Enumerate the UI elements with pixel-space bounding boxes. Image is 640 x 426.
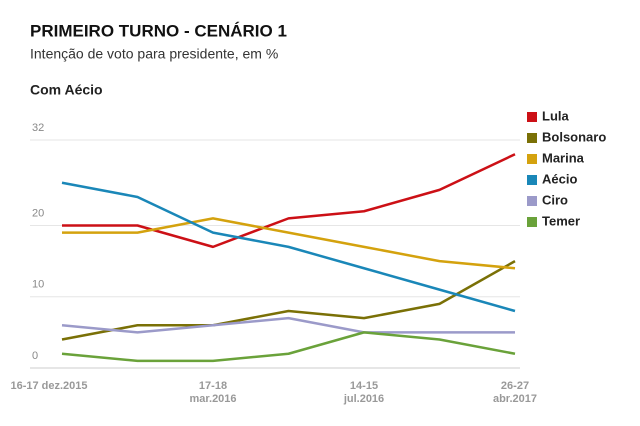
legend-label: Ciro bbox=[542, 192, 568, 207]
legend-label: Aécio bbox=[542, 171, 577, 186]
series-line bbox=[61, 260, 516, 341]
y-tick-label: 20 bbox=[32, 207, 44, 219]
chart-subtitle: Intenção de voto para presidente, em % bbox=[30, 46, 278, 62]
y-tick-label: 32 bbox=[32, 122, 44, 134]
y-tick-label: 10 bbox=[32, 279, 44, 291]
series-line bbox=[62, 153, 516, 249]
legend-label: Temer bbox=[542, 213, 580, 228]
legend-swatch bbox=[527, 112, 537, 122]
series-line bbox=[61, 181, 516, 313]
series-line bbox=[62, 217, 516, 270]
x-tick-label: 14-15 jul.2016 bbox=[343, 380, 385, 405]
x-tick-label: 16-17 dez.2015 bbox=[10, 380, 88, 392]
legend-swatch bbox=[527, 175, 537, 185]
legend-label: Bolsonaro bbox=[542, 129, 606, 144]
x-tick-label: 17-18 mar.2016 bbox=[189, 380, 237, 405]
section-label: Com Aécio bbox=[30, 82, 103, 98]
legend-label: Marina bbox=[542, 150, 585, 165]
legend-swatch bbox=[527, 133, 537, 143]
chart-title: PRIMEIRO TURNO - CENÁRIO 1 bbox=[30, 21, 287, 40]
x-tick-label: 26-27 abr.2017 bbox=[492, 380, 538, 405]
y-tick-label: 0 bbox=[32, 350, 38, 362]
legend-label: Lula bbox=[542, 108, 569, 123]
legend-swatch bbox=[527, 196, 537, 206]
series-line bbox=[61, 331, 516, 363]
legend-swatch bbox=[527, 154, 537, 164]
legend-swatch bbox=[527, 217, 537, 227]
series-line bbox=[61, 316, 515, 334]
